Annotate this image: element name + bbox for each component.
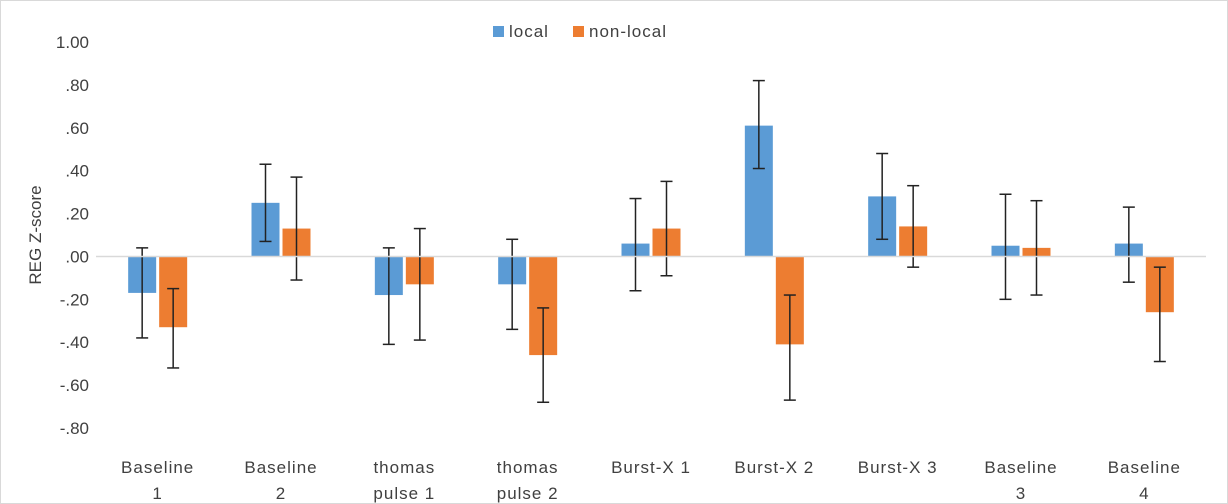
y-tick-label: -.60 xyxy=(60,376,89,395)
legend-label: local xyxy=(509,22,549,41)
category-label: Baseline 1 xyxy=(121,458,194,503)
y-axis-title: REG Z-score xyxy=(26,185,45,284)
error-bar-non-local-4 xyxy=(660,180,673,277)
legend: local non-local xyxy=(493,22,667,41)
category-label: Baseline 3 xyxy=(984,458,1057,503)
error-bar-local-3 xyxy=(506,238,519,331)
category-label: Burst-X 2 xyxy=(734,458,814,477)
category-label: Baseline 4 xyxy=(1108,458,1181,503)
category-label: thomas pulse 1 xyxy=(373,458,435,503)
error-bars xyxy=(136,79,1166,404)
y-tick-label: -.20 xyxy=(60,290,89,309)
y-tick-label: .60 xyxy=(65,119,89,138)
category-label: thomas pulse 2 xyxy=(497,458,559,503)
error-bar-local-6 xyxy=(876,152,889,241)
y-tick-label: .40 xyxy=(65,162,89,181)
category-label: Burst-X 3 xyxy=(858,458,938,477)
y-tick-label: .20 xyxy=(65,205,89,224)
x-axis: Baseline 1 Baseline 2 thomas pulse 1 thomas pul… xyxy=(96,255,1206,503)
legend-item-non-local: non-local xyxy=(573,22,667,41)
error-bar-non-local-1 xyxy=(290,176,303,281)
y-tick-label: -.40 xyxy=(60,333,89,352)
y-tick-label: .00 xyxy=(65,247,89,266)
error-bar-local-2 xyxy=(382,247,395,346)
error-bar-non-local-5 xyxy=(783,294,796,401)
y-tick-label: -.80 xyxy=(60,419,89,438)
bars xyxy=(128,125,1174,356)
legend-item-local: local xyxy=(493,22,549,41)
error-bar-local-8 xyxy=(1122,206,1135,283)
error-bar-non-local-6 xyxy=(907,184,920,268)
category-label: Baseline 2 xyxy=(244,458,317,503)
error-bar-non-local-0 xyxy=(167,287,180,369)
legend-swatch xyxy=(493,26,504,37)
y-axis: 1.00 .80 .60 .40 .20 .00 -.20 -.40 -.60 -.80 xyxy=(56,33,89,438)
error-bar-local-4 xyxy=(629,197,642,292)
error-bar-local-1 xyxy=(259,163,272,243)
error-bar-non-local-7 xyxy=(1030,199,1043,296)
legend-swatch xyxy=(573,26,584,37)
error-bar-non-local-8 xyxy=(1153,266,1166,363)
error-bar-local-5 xyxy=(752,79,765,170)
error-bar-local-0 xyxy=(136,247,149,339)
error-bar-non-local-3 xyxy=(537,307,550,404)
y-tick-label: 1.00 xyxy=(56,33,89,52)
category-label: Burst-X 1 xyxy=(611,458,691,477)
y-tick-label: .80 xyxy=(65,76,89,95)
error-bar-non-local-2 xyxy=(413,227,426,341)
error-bar-local-7 xyxy=(999,193,1012,301)
legend-label: non-local xyxy=(589,22,667,41)
